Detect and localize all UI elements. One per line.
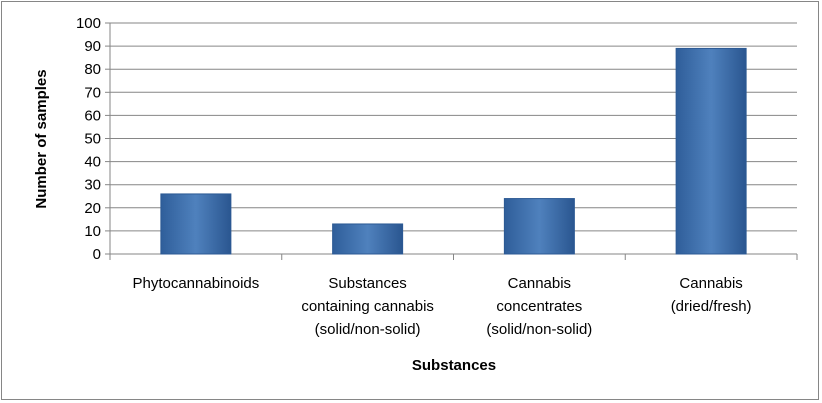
bar bbox=[160, 193, 232, 255]
y-axis-title: Number of samples bbox=[33, 69, 50, 208]
bar bbox=[503, 198, 575, 255]
y-tick-labels: 0 10 20 30 40 50 60 70 80 90 100 bbox=[76, 15, 101, 263]
y-tick-label: 10 bbox=[84, 223, 101, 240]
y-tick-label: 70 bbox=[84, 84, 101, 101]
y-tick-label: 60 bbox=[84, 107, 101, 124]
y-tick-label: 50 bbox=[84, 131, 101, 148]
x-tick-labels: Phytocannabinoids Substances containing ca… bbox=[132, 275, 751, 338]
x-tick-label: Phytocannabinoids bbox=[132, 275, 259, 292]
y-tick-label: 90 bbox=[84, 38, 101, 55]
y-tick-label: 20 bbox=[84, 200, 101, 217]
y-tick-label: 30 bbox=[84, 177, 101, 194]
bar bbox=[675, 47, 747, 255]
x-tick-label: Cannabis (dried/fresh) bbox=[671, 275, 752, 315]
x-tick-label: Substances containing cannabis (solid/non-… bbox=[301, 275, 434, 338]
bar bbox=[332, 223, 404, 255]
x-tick-label: Cannabis concentrates (solid/non-solid) bbox=[486, 275, 592, 338]
y-tick-label: 100 bbox=[76, 15, 101, 32]
y-tick-label: 80 bbox=[84, 61, 101, 78]
x-axis-title: Substances bbox=[412, 357, 496, 374]
y-tick-label: 0 bbox=[93, 246, 101, 263]
bars bbox=[160, 47, 747, 255]
y-tick-label: 40 bbox=[84, 154, 101, 171]
